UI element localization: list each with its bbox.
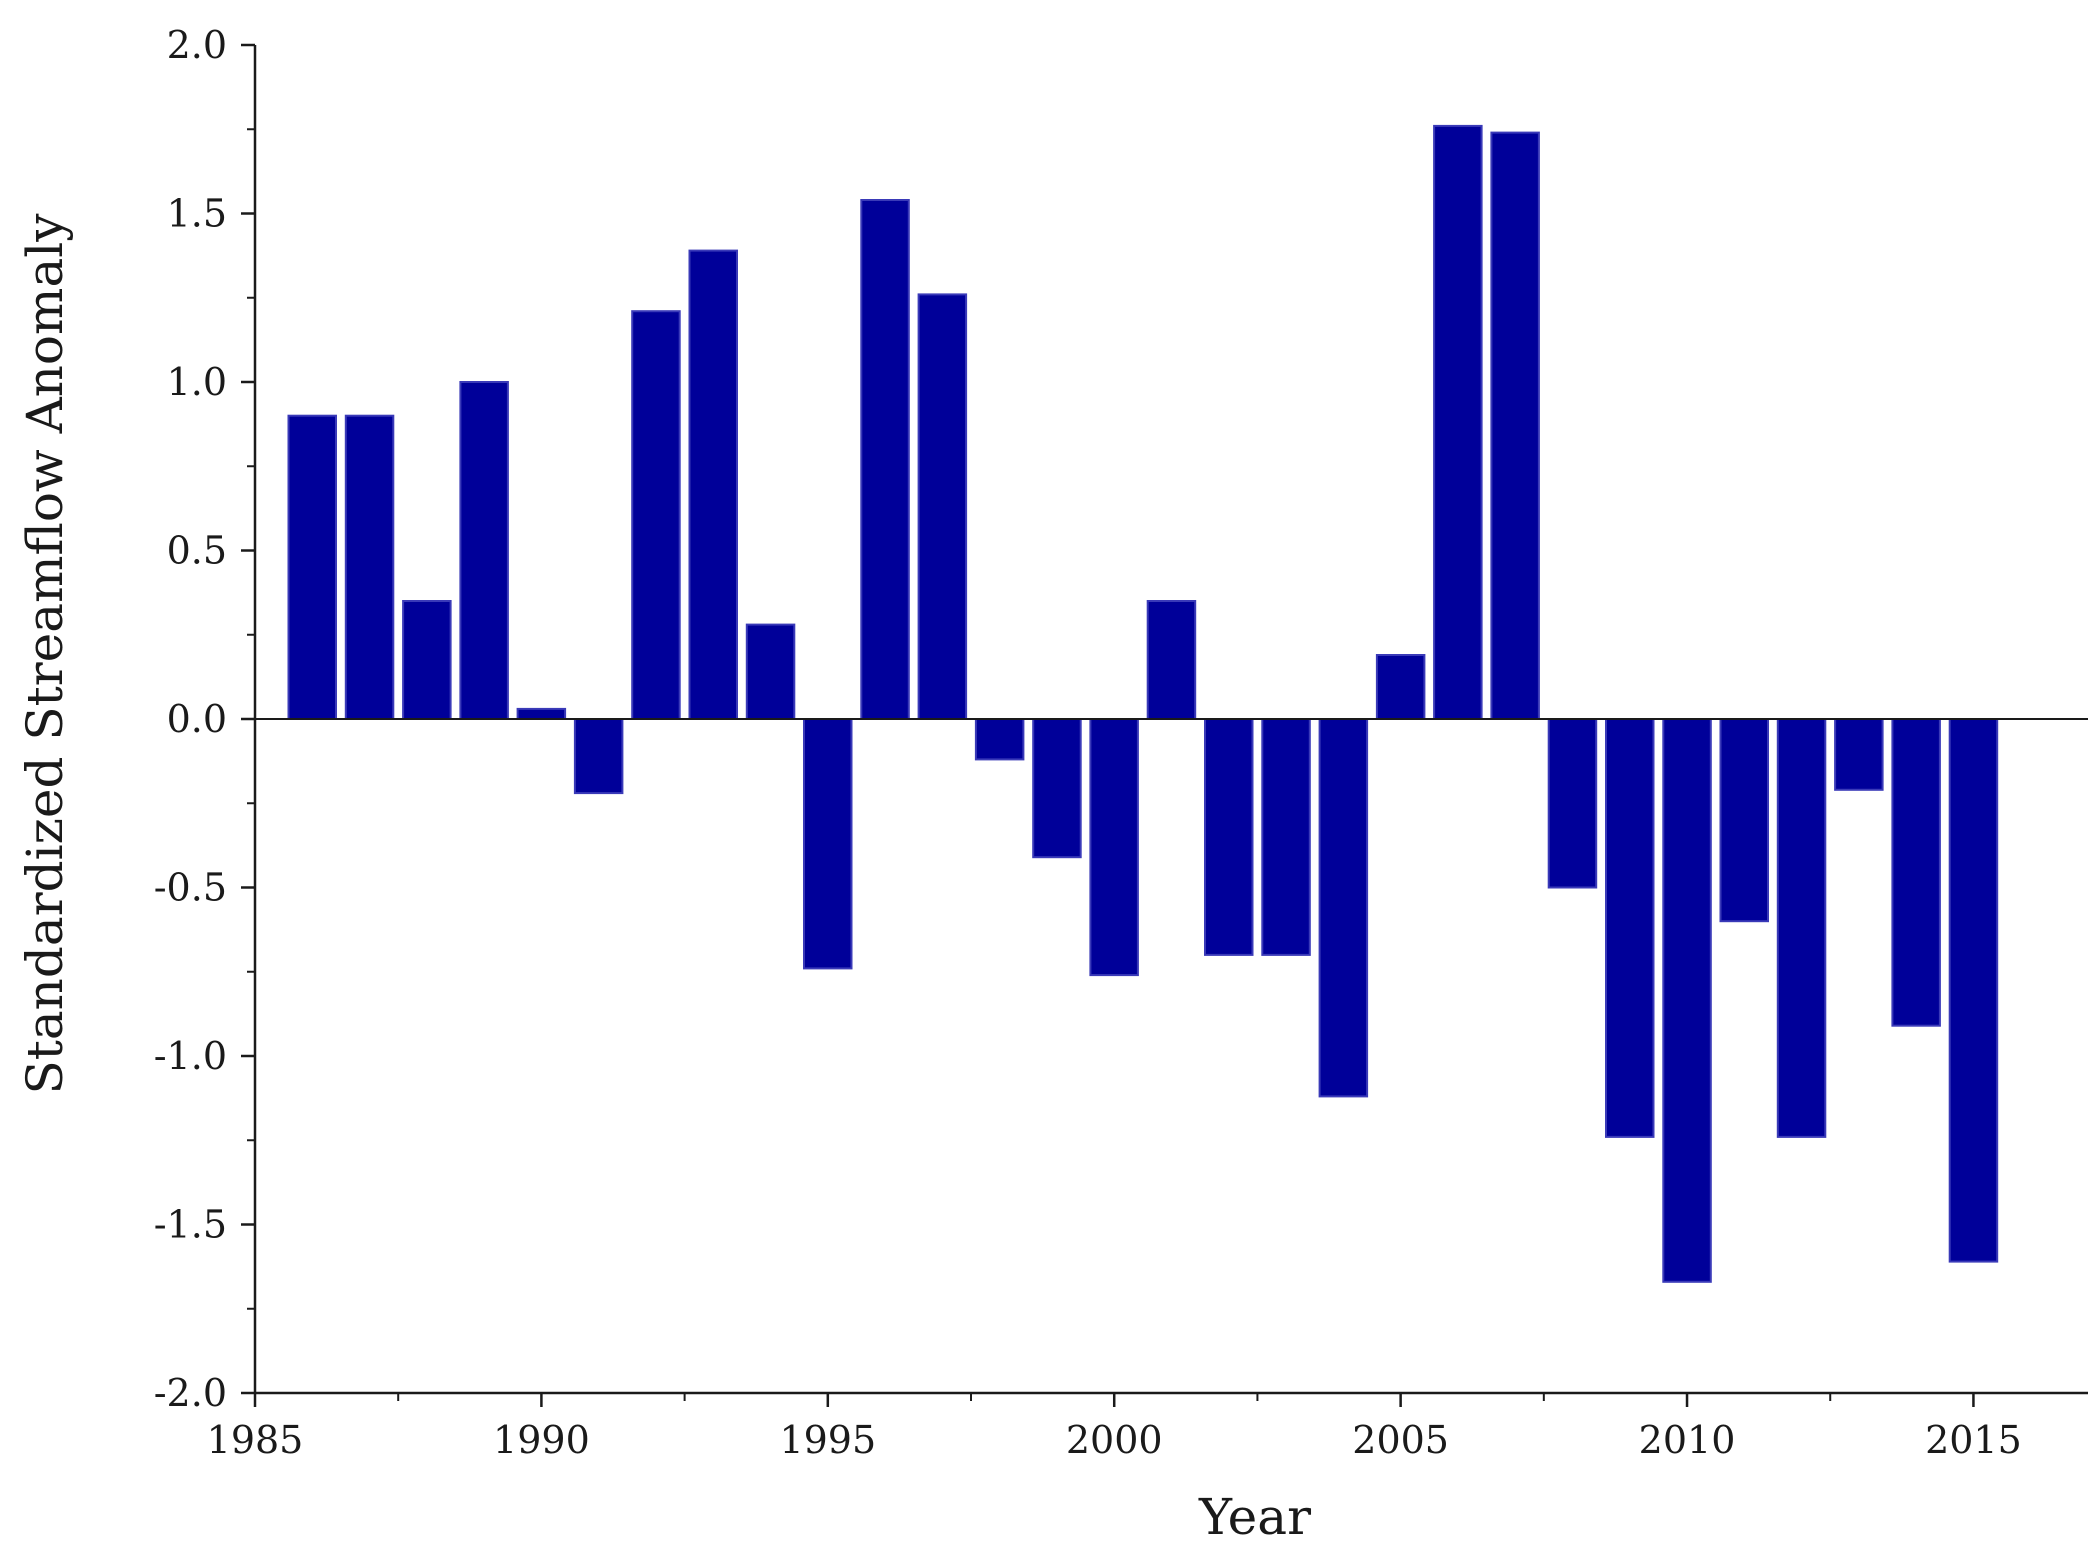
bar-2009: [1605, 718, 1655, 1138]
bar-1992: [631, 310, 681, 720]
bar-2014: [1891, 718, 1941, 1027]
bar-2012: [1776, 718, 1827, 1138]
bar-1996: [860, 199, 910, 720]
bar-1989: [459, 381, 509, 720]
bar-1991: [573, 718, 624, 795]
y-tick-label: 0.0: [167, 697, 227, 741]
bar-1997: [917, 293, 968, 720]
y-tick-label: 2.0: [167, 23, 227, 67]
bar-1998: [974, 718, 1025, 761]
bars-layer: [287, 124, 1999, 1283]
bar-2011: [1719, 718, 1769, 923]
x-tick-label: 2000: [1066, 1418, 1163, 1462]
bar-2015: [1948, 718, 1999, 1263]
x-tick-label: 2010: [1639, 1418, 1736, 1462]
x-tick-label: 1990: [493, 1418, 590, 1462]
bar-1988: [402, 600, 452, 720]
bar-1990: [516, 707, 567, 721]
x-tick-label: 2005: [1352, 1418, 1449, 1462]
x-tick-label: 1985: [207, 1418, 304, 1462]
bar-1999: [1032, 718, 1082, 859]
y-tick-label: 1.5: [167, 192, 227, 236]
bar-2003: [1261, 718, 1311, 956]
bar-1993: [688, 249, 738, 720]
y-tick-label: 0.5: [167, 529, 227, 573]
axes-layer: [241, 43, 2088, 1407]
bar-2010: [1662, 718, 1712, 1283]
bar-2007: [1490, 131, 1540, 721]
bar-2005: [1375, 654, 1426, 720]
bar-2000: [1089, 718, 1139, 977]
y-tick-label: -1.5: [154, 1203, 227, 1247]
bar-2008: [1547, 718, 1598, 889]
y-tick-label: 1.0: [167, 360, 227, 404]
bar-2002: [1204, 718, 1254, 956]
x-tick-label: 1995: [779, 1418, 876, 1462]
bar-1987: [344, 414, 395, 720]
bar-2004: [1318, 718, 1369, 1098]
y-tick-label: -2.0: [154, 1371, 227, 1415]
bar-1986: [287, 414, 337, 720]
bar-1994: [745, 623, 796, 720]
bar-2013: [1834, 718, 1884, 791]
bar-1995: [803, 718, 853, 970]
x-axis-title: Year: [1198, 1488, 1311, 1546]
y-tick-label: -1.0: [154, 1034, 227, 1078]
y-tick-label: -0.5: [154, 866, 227, 910]
x-tick-label: 2015: [1925, 1418, 2022, 1462]
y-axis-title: Standardized Streamflow Anomaly: [16, 213, 74, 1095]
bar-2001: [1146, 600, 1197, 720]
bar-2006: [1433, 124, 1483, 720]
